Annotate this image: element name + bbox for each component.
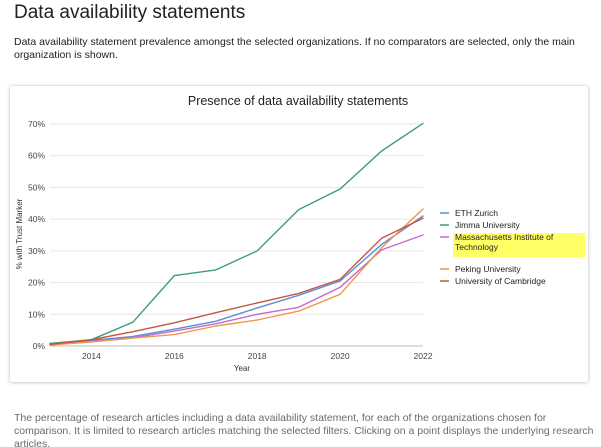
x-tick-label: 2022 <box>414 351 433 361</box>
gridlines <box>50 123 423 347</box>
y-tick-label: 0% <box>33 341 46 351</box>
legend-entry[interactable]: University of Cambridge <box>455 276 546 286</box>
legend: ETH Zurich Jimma University Massachusetts … <box>440 208 585 286</box>
line-chart: Presence of data availability statements… <box>15 94 585 373</box>
y-tick-label: 70% <box>28 119 45 129</box>
y-tick-label: 10% <box>28 309 45 319</box>
legend-entry[interactable]: ETH Zurich <box>455 208 498 218</box>
legend-entry[interactable]: Jimma University <box>455 220 520 230</box>
y-tick-label: 50% <box>28 182 45 192</box>
y-tick-label: 60% <box>28 151 45 161</box>
x-axis-label: Year <box>234 364 251 373</box>
y-axis-ticks: 0% 10% 20% 30% 40% 50% 60% 70% <box>28 119 45 351</box>
x-tick-label: 2018 <box>248 351 267 361</box>
series-line[interactable] <box>49 208 424 346</box>
page-title: Data availability statements <box>14 2 246 23</box>
legend-entry[interactable]: Technology <box>455 242 499 252</box>
series-line[interactable] <box>49 234 424 346</box>
series-lines <box>49 122 424 346</box>
y-tick-label: 40% <box>28 214 45 224</box>
page-description: Data availability statement prevalence a… <box>14 36 575 61</box>
series-line[interactable] <box>49 217 424 346</box>
footer-note: The percentage of research articles incl… <box>14 412 594 447</box>
x-tick-label: 2020 <box>331 351 350 361</box>
x-tick-label: 2016 <box>165 351 184 361</box>
chart-card: Presence of data availability statements… <box>10 86 588 382</box>
legend-highlight <box>453 233 585 257</box>
y-tick-label: 30% <box>28 246 45 256</box>
legend-entry[interactable]: Massachusetts Institute of <box>455 232 554 242</box>
series-line[interactable] <box>49 122 424 345</box>
legend-entry[interactable]: Peking University <box>455 264 521 274</box>
y-tick-label: 20% <box>28 278 45 288</box>
series-line[interactable] <box>49 215 424 345</box>
chart-title: Presence of data availability statements <box>188 94 408 108</box>
x-tick-label: 2014 <box>82 351 101 361</box>
y-axis-label: % with Trust Marker <box>15 198 24 269</box>
x-axis-ticks: 2014 2016 2018 2020 2022 <box>82 351 433 361</box>
